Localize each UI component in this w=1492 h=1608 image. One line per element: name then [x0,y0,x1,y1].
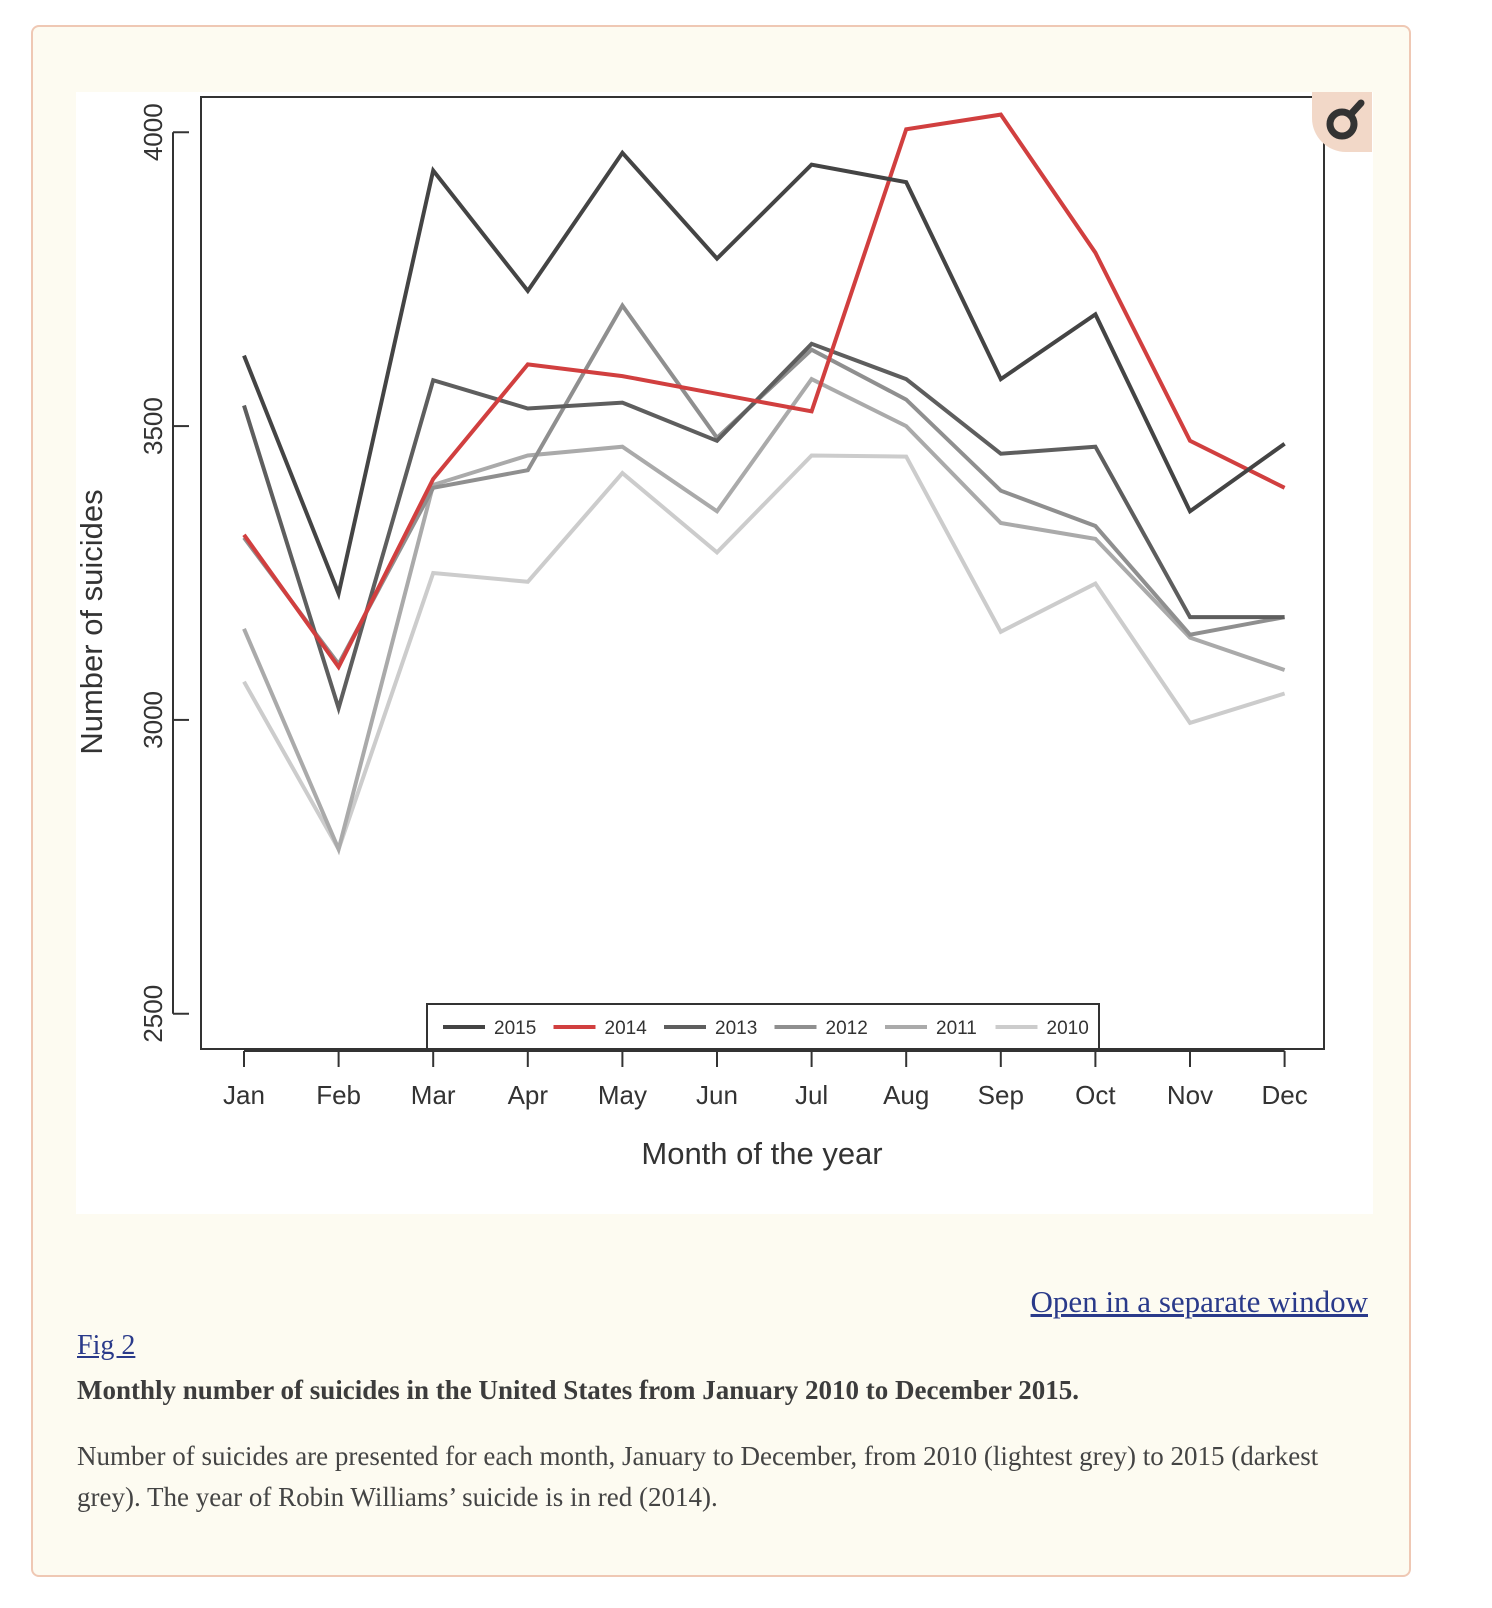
series-line-2011 [242,376,1286,856]
figure-label-link[interactable]: Fig 2 [77,1330,136,1361]
y-tick-label: 3500 [138,397,168,455]
x-tick-label: Mar [411,1080,456,1110]
legend-label-2010: 2010 [1047,1018,1089,1039]
chart-figure: 2500 3000 3500 4000 Jan Feb Mar Apr May Jun Jul Au… [76,92,1373,1214]
x-tick-label: Oct [1075,1080,1116,1110]
x-tick-label: Apr [508,1080,549,1110]
y-tick-label: 2500 [138,985,168,1043]
series-lines [242,112,1286,856]
legend-label-2011: 2011 [936,1018,977,1039]
y-axis: 2500 3000 3500 4000 [138,103,189,1043]
x-axis: Jan Feb Mar Apr May Jun Jul Aug Sep Oct Nov Dec [223,1050,1308,1110]
series-line-2015 [242,149,1286,601]
legend-label-2012: 2012 [826,1018,868,1039]
figure-description: Number of suicides are presented for eac… [77,1441,1319,1512]
figure-title: Monthly number of suicides in the United… [77,1375,1079,1405]
x-tick-label: Sep [978,1080,1024,1110]
legend-label-2013: 2013 [715,1018,757,1039]
series-line-2013 [242,341,1285,716]
x-tick-label: Jan [223,1080,265,1110]
series-line-2014 [242,112,1286,671]
open-in-separate-window-link[interactable]: Open in a separate window [1030,1284,1368,1319]
y-axis-label: Number of suicides [76,489,109,754]
legend-box [426,1003,1100,1050]
x-tick-label: Dec [1261,1080,1307,1110]
x-tick-label: May [598,1080,647,1110]
legend-label-2015: 2015 [494,1018,536,1039]
x-axis-label: Month of the year [641,1136,882,1171]
y-tick-label: 4000 [138,103,168,161]
y-tick-label: 3000 [138,691,168,749]
series-line-2010 [242,453,1286,855]
plot-frame [200,96,1325,1050]
x-tick-label: Nov [1167,1080,1213,1110]
legend-label-2014: 2014 [605,1018,648,1039]
magnifier-button[interactable] [1312,92,1372,152]
chart-svg: 2500 3000 3500 4000 Jan Feb Mar Apr May Jun Jul Au… [76,96,1325,1171]
x-tick-label: Aug [883,1080,929,1110]
legend: 2015 2014 2013 2012 2011 2010 [426,1003,1100,1050]
magnifier-icon [1326,99,1365,140]
x-tick-label: Jul [795,1080,828,1110]
x-tick-label: Feb [316,1080,361,1110]
x-tick-label: Jun [696,1080,738,1110]
